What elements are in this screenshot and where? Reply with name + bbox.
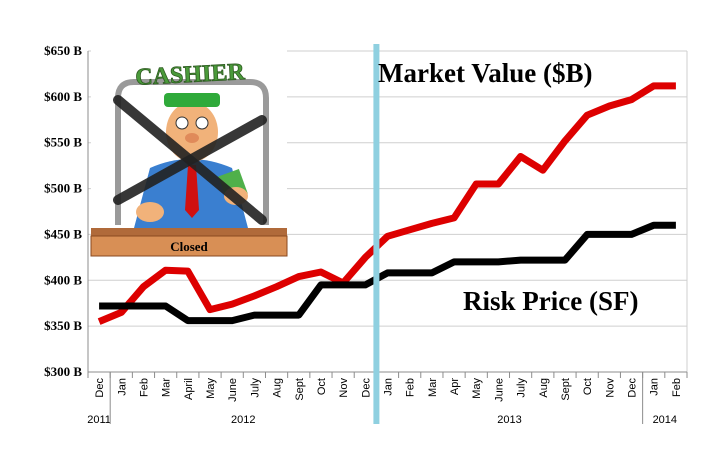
x-tick-label: Nov (338, 378, 350, 398)
cashier-hand-left (136, 202, 164, 222)
cashier-illustration: CASHIER Closed (90, 50, 288, 257)
x-tick-label: June (493, 378, 505, 402)
x-tick-label: May (471, 378, 483, 399)
x-tick-label: Feb (671, 378, 683, 397)
x-tick-label: July (516, 378, 528, 398)
closed-label: Closed (170, 239, 208, 254)
cashier-eye-left (175, 116, 189, 130)
y-axis: $300 B $350 B $400 B $450 B $500 B $550 B $600… (44, 43, 89, 379)
x-tick-label: Jan (383, 378, 395, 396)
x-tick-label: Sept (560, 378, 572, 401)
window-frame (115, 79, 269, 225)
year-label: 2013 (497, 414, 521, 426)
x-tick-label: June (227, 378, 239, 402)
divider-line (373, 44, 380, 424)
x-tick-label: Mar (161, 378, 173, 397)
cashier-visor (164, 93, 220, 107)
x-tick-label: Feb (138, 378, 150, 397)
x-tick-label: Jan (116, 378, 128, 396)
series-group (97, 82, 676, 325)
counter-top (91, 228, 287, 236)
cashier-nose (185, 133, 199, 143)
annotation-risk-price: Risk Price (SF) (463, 286, 638, 316)
x-axis: Dec Jan Feb Mar April May June July Aug Sept Oct No… (87, 371, 688, 426)
x-tick-label: July (249, 378, 261, 398)
x-tick-label: Nov (604, 378, 616, 398)
cashier-tie (185, 165, 199, 218)
x-tick-label: Oct (316, 378, 328, 395)
series-line-market-value (97, 82, 676, 325)
y-tick-label: $650 B (44, 43, 82, 58)
x-tick-label: Oct (582, 378, 594, 395)
y-tick-label: $500 B (44, 181, 82, 196)
x-tick-label: Sept (294, 378, 306, 401)
year-label: 2012 (231, 414, 255, 426)
y-tick-label: $300 B (44, 364, 82, 379)
year-label: 2014 (653, 414, 677, 426)
y-tick-label: $600 B (44, 89, 82, 104)
cross-mark-b (113, 115, 267, 205)
annotation-market-value: Market Value ($B) (378, 58, 592, 88)
x-tick-label: April (183, 378, 195, 400)
y-tick-label: $550 B (44, 135, 82, 150)
x-tick-label: Aug (272, 378, 284, 398)
y-tick-label: $400 B (44, 272, 82, 287)
y-tick-label: $350 B (44, 318, 82, 333)
x-tick-label: Feb (405, 378, 417, 397)
cashier-eye-right (195, 116, 209, 130)
x-tick-label: Dec (94, 378, 106, 398)
counter-plaque (90, 235, 288, 257)
cashier-sign: CASHIER (135, 59, 246, 91)
series-line-risk-price (99, 221, 676, 325)
y-tick-label: $450 B (44, 226, 82, 241)
x-tick-label: May (205, 378, 217, 399)
x-tick-label: Dec (360, 378, 372, 398)
year-label: 2011 (87, 414, 111, 426)
x-tick-label: Mar (427, 378, 439, 397)
x-tick-label: Apr (449, 378, 461, 395)
x-tick-label: Aug (538, 378, 550, 398)
x-tick-label: Jan (649, 378, 661, 396)
x-tick-label: Dec (627, 378, 639, 398)
